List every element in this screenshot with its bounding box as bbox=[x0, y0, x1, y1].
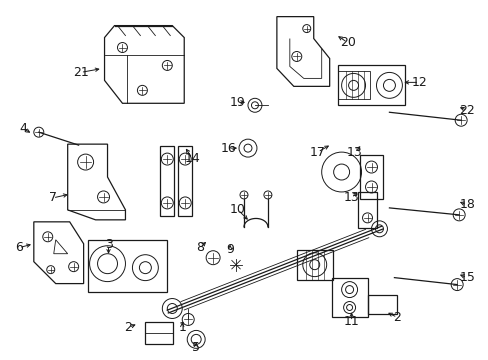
Bar bbox=[337, 71, 369, 99]
Text: 3: 3 bbox=[104, 238, 112, 251]
Text: 12: 12 bbox=[410, 76, 427, 89]
Text: 7: 7 bbox=[49, 192, 57, 204]
Text: 18: 18 bbox=[458, 198, 474, 211]
Text: 2: 2 bbox=[124, 321, 132, 334]
Text: 9: 9 bbox=[225, 243, 234, 256]
Text: 22: 22 bbox=[458, 104, 474, 117]
Text: 16: 16 bbox=[220, 141, 235, 155]
Text: 11: 11 bbox=[343, 315, 359, 328]
Text: 21: 21 bbox=[73, 66, 88, 79]
Text: 5: 5 bbox=[192, 341, 200, 354]
Text: 13: 13 bbox=[346, 145, 362, 159]
Text: 2: 2 bbox=[393, 311, 401, 324]
Text: 1: 1 bbox=[178, 321, 186, 334]
Bar bbox=[87, 240, 167, 292]
Bar bbox=[145, 323, 173, 345]
Bar bbox=[367, 294, 397, 315]
Text: 6: 6 bbox=[15, 241, 23, 254]
Text: 17: 17 bbox=[309, 145, 325, 159]
Text: 13: 13 bbox=[343, 192, 359, 204]
Bar bbox=[331, 278, 367, 318]
Text: 20: 20 bbox=[339, 36, 355, 49]
Text: 15: 15 bbox=[458, 271, 474, 284]
Bar bbox=[296, 250, 332, 280]
Text: 14: 14 bbox=[184, 152, 200, 165]
Bar bbox=[337, 66, 405, 105]
Text: 10: 10 bbox=[230, 203, 245, 216]
Text: 19: 19 bbox=[230, 96, 245, 109]
Text: 8: 8 bbox=[196, 241, 204, 254]
Text: 4: 4 bbox=[19, 122, 27, 135]
